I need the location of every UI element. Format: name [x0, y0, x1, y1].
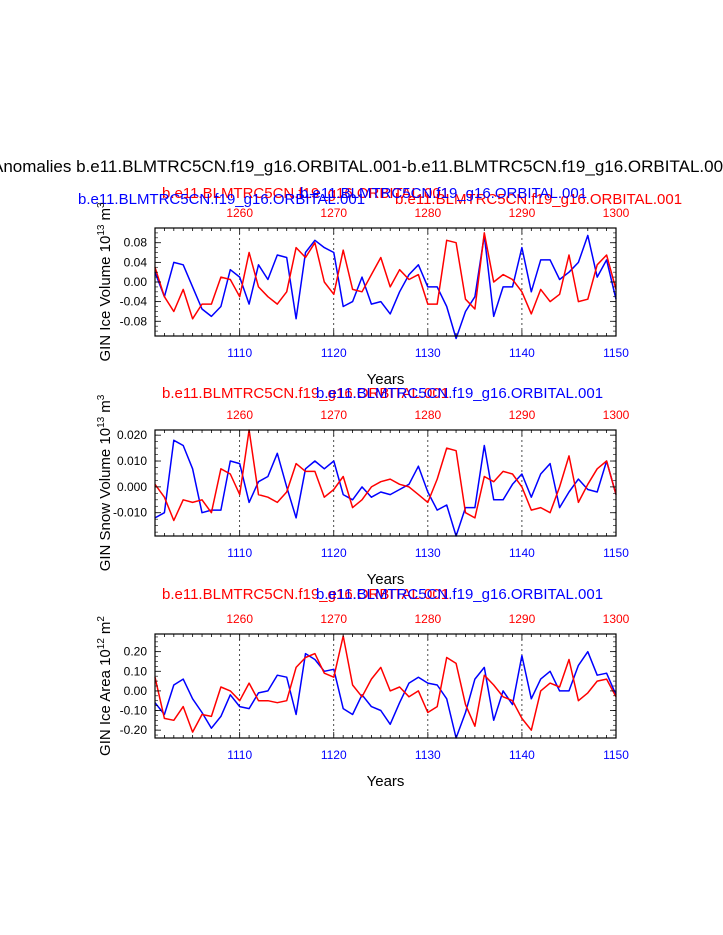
- y-tick-label: 0.08: [124, 236, 148, 250]
- top-tick-label: 1260: [226, 408, 253, 422]
- x-tick-label: 1130: [415, 748, 441, 762]
- title-blue: b.e11.BLMTRC5CN.f19_g16.ORBITAL.001: [316, 586, 603, 603]
- top-tick-label: 1300: [603, 206, 630, 220]
- top-tick-label: 1270: [320, 206, 347, 220]
- title-blue: b.e11.BLMTRC5CN.f19_g16.ORBITAL.001: [316, 385, 603, 402]
- y-axis-label-part: GIN Snow Volume 10: [97, 428, 114, 571]
- series-line-red: [154, 429, 617, 522]
- x-tick-label: 1120: [321, 748, 347, 762]
- title-red: b.e11.BLMTRC5CN.f19_g16.ORBITAL.001: [162, 586, 449, 603]
- x-tick-label: 1140: [509, 346, 535, 360]
- panel-snow-volume: b.e11.BLMTRC5CN.f19_g16.ORBITAL.001b.e11…: [96, 385, 630, 588]
- series-line-red: [154, 232, 617, 320]
- series-line-blue: [154, 650, 617, 739]
- title-blue: b.e11.BLMTRC5CN.f19_g16.ORBITAL.001: [78, 191, 365, 208]
- y-axis-label-exponent: 2: [96, 616, 107, 622]
- panel-ice-area: b.e11.BLMTRC5CN.f19_g16.ORBITAL.001b.e11…: [96, 586, 630, 790]
- title-red: b.e11.BLMTRC5CN.f19_g16.ORBITAL.001: [162, 385, 449, 402]
- y-tick-label: 0.020: [117, 428, 147, 442]
- plot-frame: [154, 429, 617, 537]
- top-tick-label: 1290: [509, 408, 536, 422]
- y-tick-label: 0.000: [117, 480, 147, 494]
- x-tick-label: 1140: [509, 748, 535, 762]
- x-tick-label: 1130: [415, 346, 441, 360]
- y-tick-label: -0.08: [120, 314, 148, 328]
- plot-frame: [154, 227, 617, 337]
- title-red-2: b.e11.BLMTRC5CN.f19_g16.ORBITAL.001: [395, 191, 682, 208]
- top-tick-label: 1280: [414, 206, 441, 220]
- y-tick-label: -0.04: [120, 295, 148, 309]
- y-tick-label: -0.010: [113, 506, 147, 520]
- y-axis-label: GIN Snow Volume 1013 m3: [96, 394, 114, 571]
- series-line-blue: [154, 234, 617, 340]
- top-tick-label: 1260: [226, 206, 253, 220]
- panel-ice-volume: b.e11.BLMTRC5CN.f19_g16.ORBITAL.001b.e11…: [78, 185, 682, 388]
- top-tick-label: 1300: [603, 612, 630, 626]
- top-tick-label: 1300: [603, 408, 630, 422]
- y-tick-label: 0.04: [124, 255, 148, 269]
- title-red: b.e11.BLMTRC5CN.f19_g16.ORBITAL.001: [162, 185, 449, 202]
- y-axis-label-part: m: [97, 208, 114, 221]
- x-tick-label: 1130: [415, 546, 441, 560]
- x-tick-label: 1120: [321, 346, 347, 360]
- x-tick-label: 1120: [321, 546, 347, 560]
- y-axis-label-exponent: 3: [96, 394, 107, 400]
- series-line-red: [154, 635, 617, 733]
- y-axis-label: GIN Ice Volume 1013 m3: [96, 202, 114, 362]
- top-tick-label: 1290: [509, 612, 536, 626]
- top-tick-label: 1290: [509, 206, 536, 220]
- y-axis-label-exponent: 13: [96, 416, 107, 428]
- y-tick-label: 0.00: [124, 684, 148, 698]
- y-axis-label-exponent: 13: [96, 224, 107, 236]
- y-tick-label: -0.20: [120, 723, 148, 737]
- x-tick-label: 1110: [227, 346, 252, 360]
- x-tick-label: 1150: [603, 546, 629, 560]
- top-tick-label: 1280: [414, 408, 441, 422]
- y-axis-label-part: m: [97, 400, 114, 413]
- y-tick-label: 0.20: [124, 645, 148, 659]
- y-tick-label: 0.10: [124, 664, 148, 678]
- x-tick-label: 1110: [227, 546, 252, 560]
- y-axis-label-part: m: [97, 622, 114, 635]
- top-tick-label: 1280: [414, 612, 441, 626]
- x-axis-label: Years: [367, 371, 405, 388]
- main-title: Anomalies b.e11.BLMTRC5CN.f19_g16.ORBITA…: [0, 157, 723, 176]
- y-axis-label-part: GIN Ice Area 10: [97, 649, 114, 756]
- x-axis-label: Years: [367, 773, 405, 790]
- y-axis-label-exponent: 3: [96, 202, 107, 208]
- y-axis-label-exponent: 12: [96, 638, 107, 650]
- panels: b.e11.BLMTRC5CN.f19_g16.ORBITAL.001b.e11…: [78, 185, 682, 790]
- top-tick-label: 1270: [320, 612, 347, 626]
- y-tick-label: 0.010: [117, 454, 147, 468]
- y-axis-label-part: GIN Ice Volume 10: [97, 236, 114, 362]
- y-tick-label: -0.10: [120, 704, 148, 718]
- top-tick-label: 1260: [226, 612, 253, 626]
- x-axis-label: Years: [367, 571, 405, 588]
- top-tick-label: 1270: [320, 408, 347, 422]
- y-axis-label: GIN Ice Area 1012 m2: [96, 616, 114, 756]
- x-tick-label: 1150: [603, 748, 629, 762]
- title-blue-2: b.e11.BLMTRC5CN.f19_g16.ORBITAL.001: [300, 185, 587, 202]
- series-line-blue: [154, 439, 617, 537]
- x-tick-label: 1140: [509, 546, 535, 560]
- y-tick-label: 0.00: [124, 275, 148, 289]
- x-tick-label: 1110: [227, 748, 252, 762]
- x-tick-label: 1150: [603, 346, 629, 360]
